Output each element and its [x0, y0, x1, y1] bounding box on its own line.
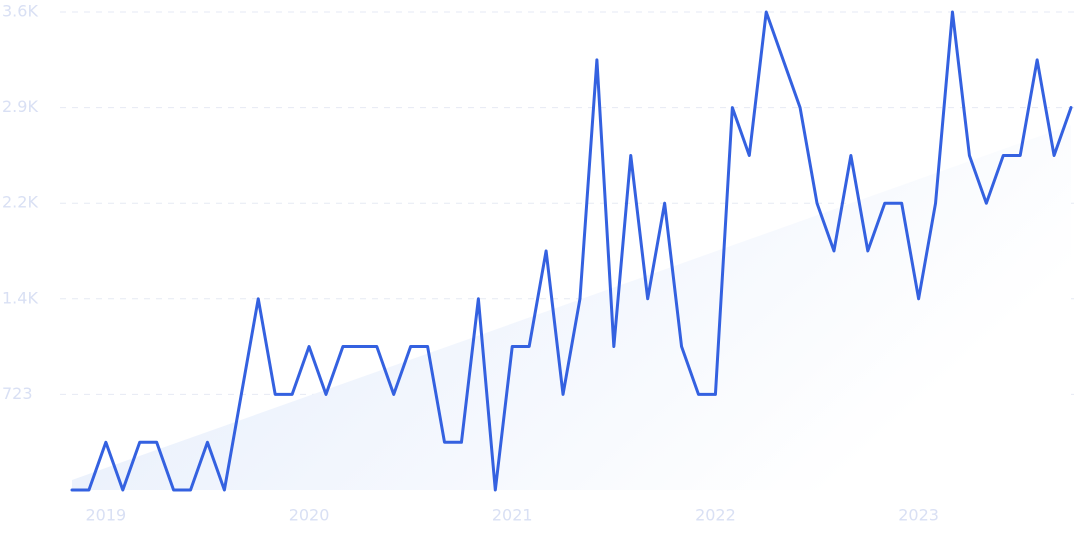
y-tick-label: 2.2K [2, 193, 38, 212]
x-tick-label: 2020 [289, 506, 330, 525]
y-tick-label: 2.9K [2, 97, 38, 116]
x-tick-label: 2019 [86, 506, 127, 525]
trend-area [72, 125, 1071, 490]
y-tick-label: 723 [2, 384, 33, 403]
y-tick-label: 1.4K [2, 288, 38, 307]
y-tick-label: 3.6K [2, 2, 38, 21]
x-tick-label: 2022 [695, 506, 736, 525]
x-tick-label: 2021 [492, 506, 533, 525]
data-line [70, 10, 1073, 492]
x-tick-label: 2023 [898, 506, 939, 525]
